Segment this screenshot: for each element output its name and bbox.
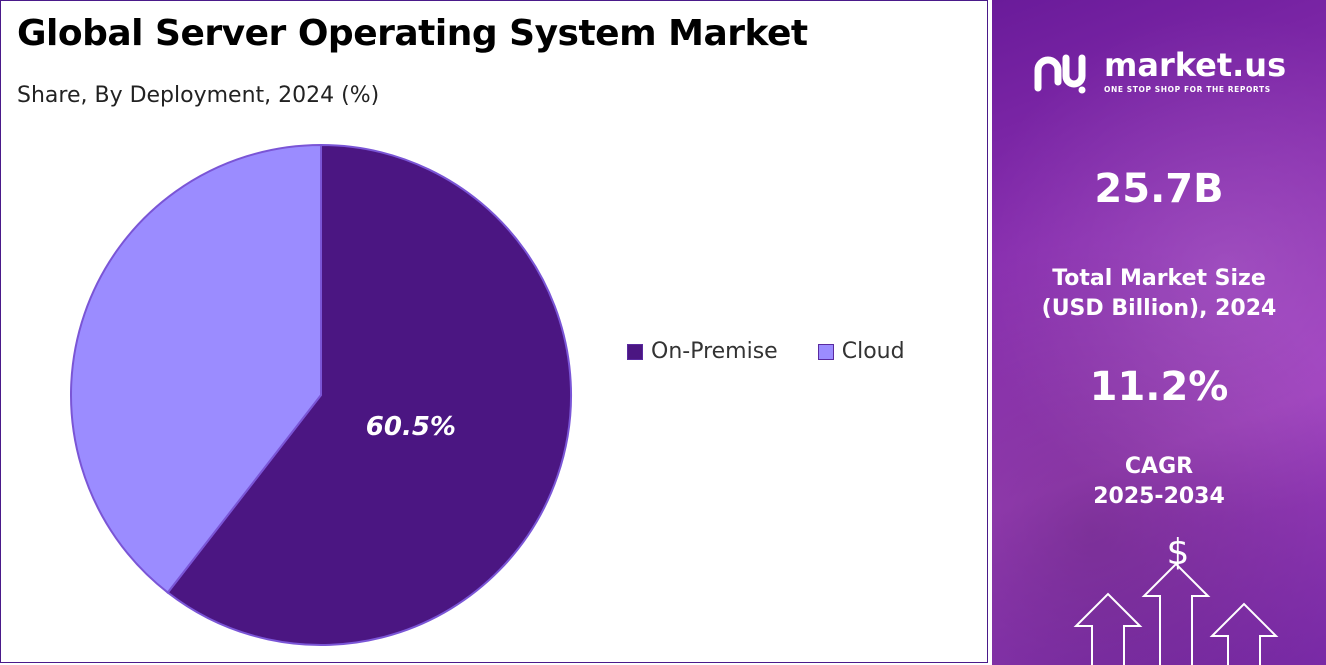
data-label-on-premise: 60.5% <box>366 412 456 442</box>
market-us-logo: market.us ONE STOP SHOP FOR THE REPORTS <box>1032 48 1286 94</box>
legend-item-cloud: Cloud <box>817 339 905 364</box>
dollar-icon: $ <box>1167 532 1190 573</box>
cagr-label-line1: CAGR <box>1124 454 1194 479</box>
legend-label-cloud: Cloud <box>841 339 905 364</box>
arrow-up-left-icon <box>1073 592 1143 665</box>
market-us-logo-icon <box>1034 54 1086 94</box>
legend-label-on-premise: On-Premise <box>651 339 778 364</box>
chart-title: Global Server Operating System Market <box>17 13 808 54</box>
market-size-label-line1: Total Market Size <box>1052 266 1266 291</box>
arrow-up-right-icon <box>1209 602 1279 665</box>
logo-tagline: ONE STOP SHOP FOR THE REPORTS <box>1104 84 1271 94</box>
cagr-value: 11.2% <box>1089 364 1229 410</box>
chart-legend: On-Premise Cloud <box>627 339 905 364</box>
growth-arrows-illustration: $ <box>1073 532 1279 665</box>
summary-sidebar: market.us ONE STOP SHOP FOR THE REPORTS … <box>992 0 1326 665</box>
chart-panel: Global Server Operating System Market Sh… <box>0 0 988 663</box>
cagr-label: CAGR 2025-2034 <box>992 452 1326 512</box>
cagr-label-line2: 2025-2034 <box>1093 484 1225 509</box>
chart-subtitle: Share, By Deployment, 2024 (%) <box>17 83 380 108</box>
sidebar-background-overlay <box>992 0 1326 665</box>
legend-swatch-on-premise <box>627 343 643 360</box>
market-size-value: 25.7B <box>1094 166 1224 212</box>
market-size-label-line2: (USD Billion), 2024 <box>1041 296 1277 321</box>
pie-slice-cloud <box>70 143 322 594</box>
arrow-icons <box>1073 562 1279 665</box>
market-size-label: Total Market Size (USD Billion), 2024 <box>992 264 1326 324</box>
legend-item-on-premise: On-Premise <box>627 339 778 364</box>
arrow-up-center-icon <box>1141 562 1211 665</box>
logo-name: market.us <box>1104 45 1287 84</box>
pie-slice-on-premise <box>166 143 572 646</box>
pie-chart: 60.5% <box>70 143 572 646</box>
legend-swatch-cloud <box>817 343 834 360</box>
logo-text: market.us ONE STOP SHOP FOR THE REPORTS <box>1104 49 1286 94</box>
